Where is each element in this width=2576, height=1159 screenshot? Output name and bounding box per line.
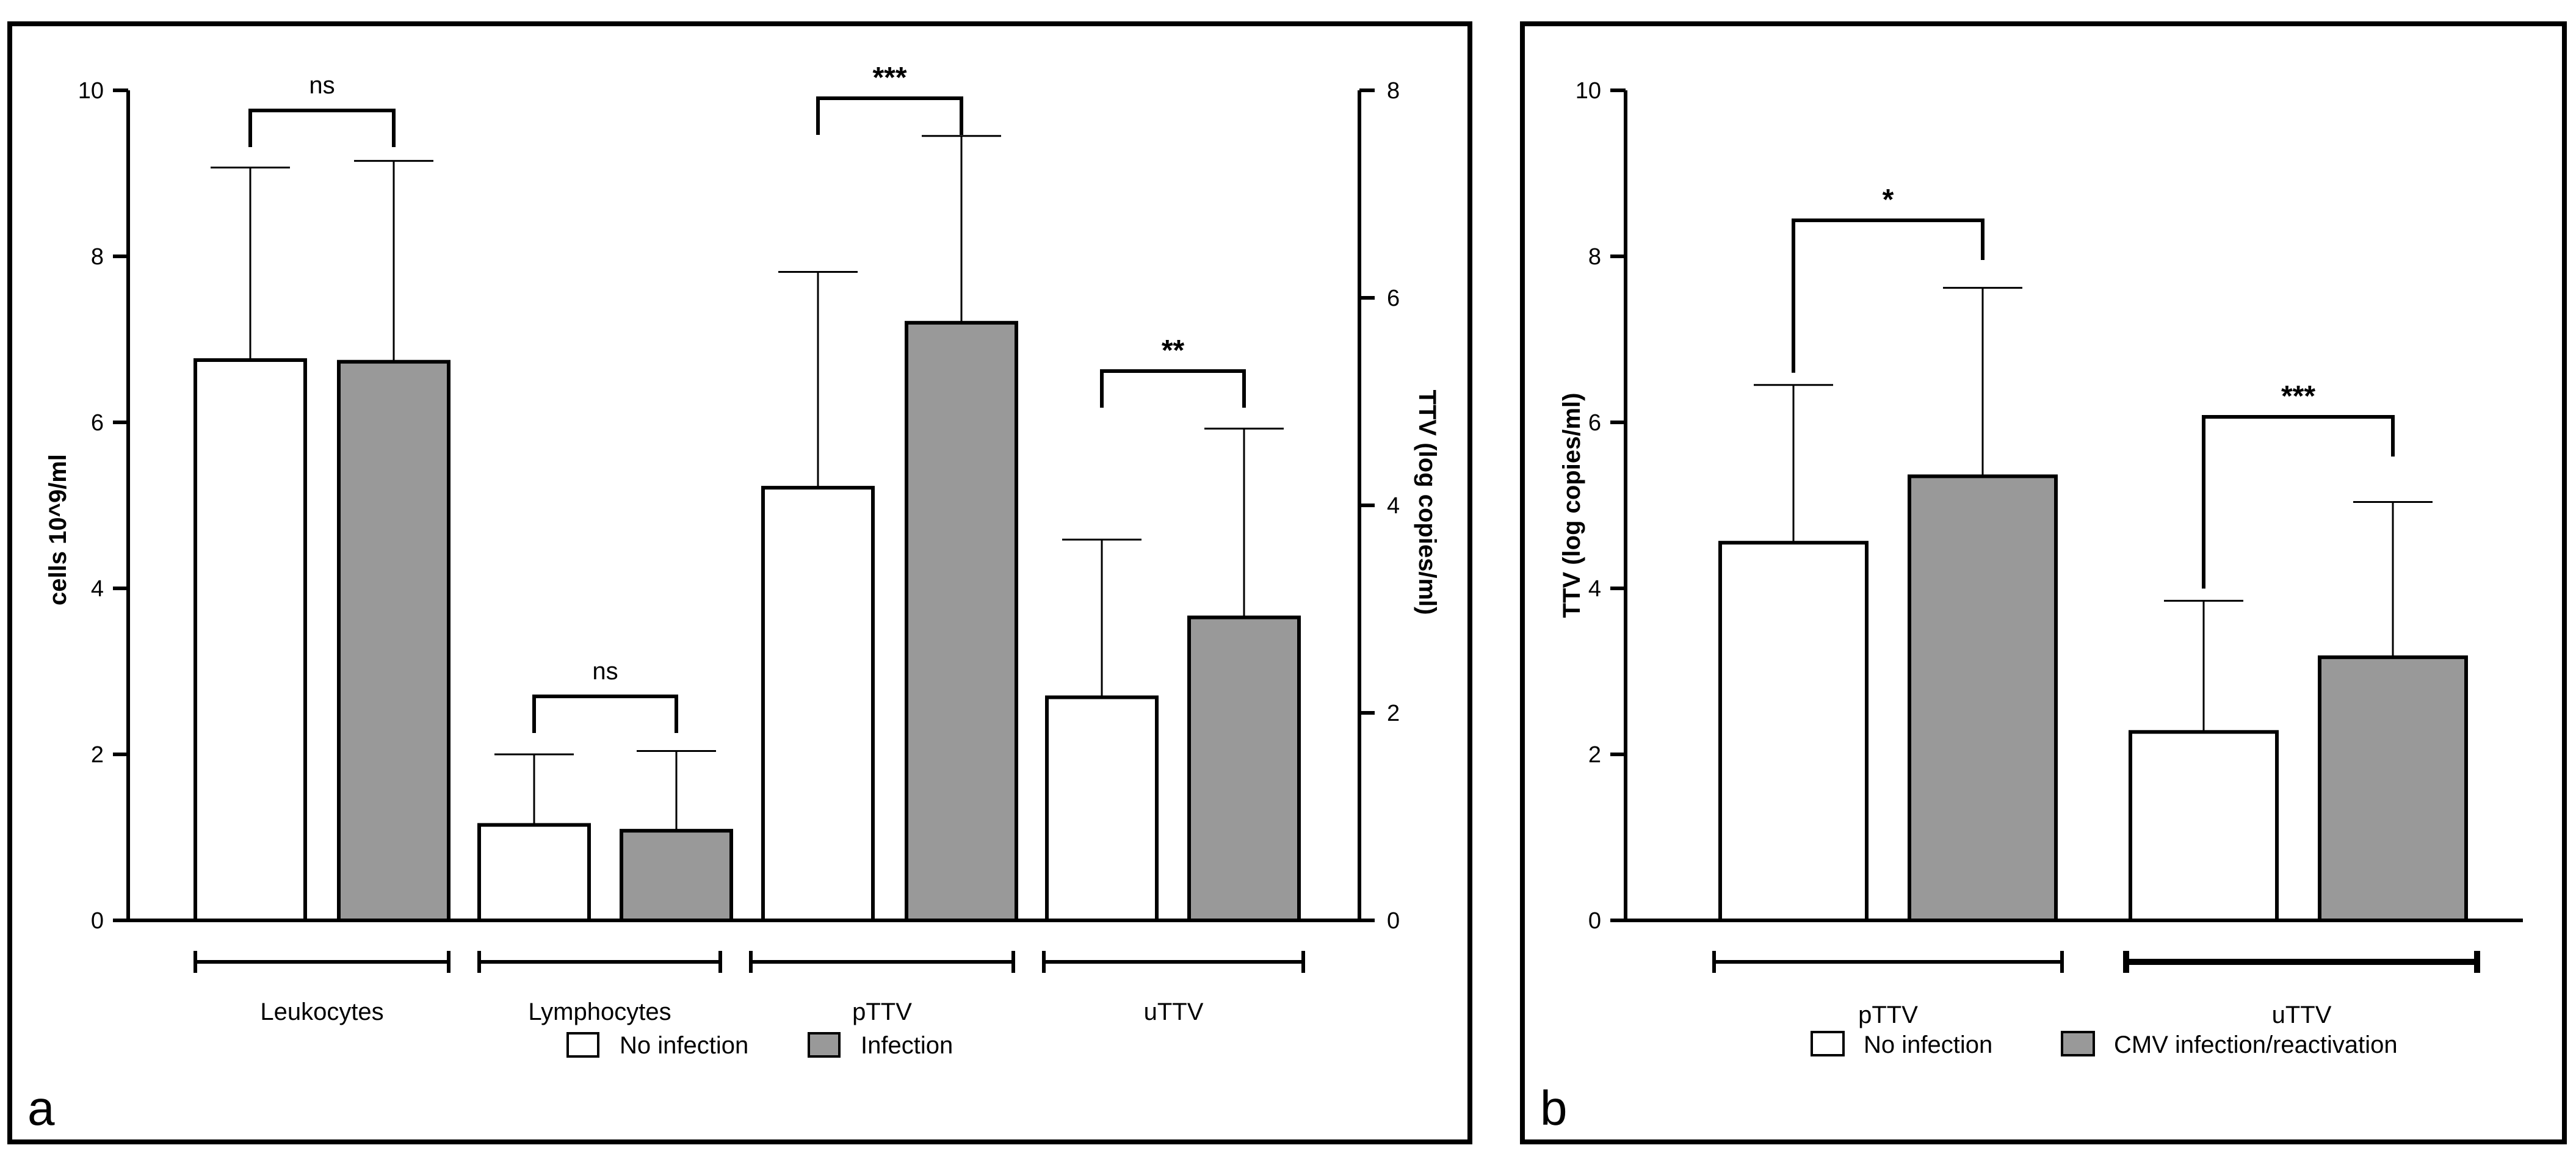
significance-bracket <box>248 109 396 147</box>
left-tick-label: 4 <box>91 576 104 602</box>
left-tick-label: 6 <box>91 410 104 436</box>
panel-label-a: a <box>27 1081 55 1135</box>
right-tick-label: 0 <box>1387 908 1400 934</box>
legend-swatch-infection <box>808 1032 841 1058</box>
y-tick-label: 4 <box>1588 576 1601 602</box>
y-axis-label: TTV (log copies/ml) <box>1558 393 1585 618</box>
significance-label: *** <box>872 62 906 94</box>
left-tick-label: 8 <box>91 244 104 270</box>
right-tick-label: 4 <box>1387 493 1400 519</box>
legend-label-infection: Infection <box>861 1032 953 1059</box>
y-tick-label: 6 <box>1588 410 1601 436</box>
right-tick-label: 8 <box>1387 78 1400 104</box>
left-tick-label: 2 <box>91 742 104 768</box>
bar-no-infection-uttv <box>2129 730 2279 923</box>
right-axis-label: TTV (log copies/ml) <box>1414 390 1441 615</box>
significance-label: *** <box>2281 380 2315 413</box>
chart-a: 0 2 4 6 8 10 0 2 4 6 8 cells 10^9/ml TTV (log copies… <box>27 62 1441 1135</box>
left-tick-label: 0 <box>91 908 104 934</box>
category-label-pttv: pTTV <box>852 998 912 1025</box>
bar-infection-uttv <box>1187 615 1301 922</box>
right-tick-label: 2 <box>1387 701 1400 726</box>
category-label-uttv: uTTV <box>2272 1002 2332 1028</box>
category-label-uttv: uTTV <box>1144 998 1204 1025</box>
significance-label: ns <box>592 658 618 685</box>
y-tick-label: 8 <box>1588 244 1601 270</box>
bar-infection-leukocytes <box>337 359 450 922</box>
legend-swatch-no-infection <box>566 1032 599 1058</box>
legend-label-no-infection: No infection <box>620 1032 748 1059</box>
legend-swatch-no-infection <box>1811 1031 1845 1056</box>
category-label-lymphocytes: Lymphocytes <box>528 998 671 1025</box>
bar-no-infection-pttv <box>1718 541 1869 922</box>
legend-label-cmv: CMV infection/reactivation <box>2114 1031 2398 1058</box>
significance-label: * <box>1883 184 1894 216</box>
bar-cmv-infection-reactivation-pttv <box>1908 474 2058 922</box>
significance-label: ** <box>1162 334 1185 367</box>
panel-label-b: b <box>1540 1081 1568 1135</box>
bar-no-infection-leukocytes <box>194 358 307 922</box>
left-axis-label: cells 10^9/ml <box>45 454 71 605</box>
significance-bracket <box>1100 369 1246 408</box>
bar-no-infection-pttv <box>761 486 875 922</box>
bar-no-infection-lymphocytes <box>477 823 591 922</box>
category-label-pttv: pTTV <box>1858 1002 1918 1028</box>
significance-bracket <box>2202 415 2395 589</box>
significance-bracket <box>1792 218 1984 373</box>
bar-infection-pttv <box>905 320 1018 922</box>
significance-label: ns <box>309 72 335 99</box>
left-tick-label: 10 <box>78 78 104 104</box>
y-tick-label: 10 <box>1576 78 1601 104</box>
bar-no-infection-uttv <box>1045 695 1159 922</box>
category-label-leukocytes: Leukocytes <box>260 998 383 1025</box>
legend-label-no-infection: No infection <box>1864 1031 1992 1058</box>
bar-infection-lymphocytes <box>620 829 733 922</box>
y-tick-label: 0 <box>1588 908 1601 934</box>
bar-cmv-infection-reactivation-uttv <box>2318 655 2468 922</box>
panel-a: 0 2 4 6 8 10 0 2 4 6 8 cells 10^9/ml TTV (log copies… <box>7 21 1472 1144</box>
legend-swatch-cmv <box>2061 1031 2095 1056</box>
significance-bracket <box>532 695 678 733</box>
y-tick-label: 2 <box>1588 742 1601 768</box>
panel-b: 0 2 4 6 8 10 TTV (log copies/ml) pTTV uTTV * *** No… <box>1520 21 2567 1144</box>
right-tick-label: 6 <box>1387 286 1400 311</box>
significance-bracket <box>816 96 963 135</box>
